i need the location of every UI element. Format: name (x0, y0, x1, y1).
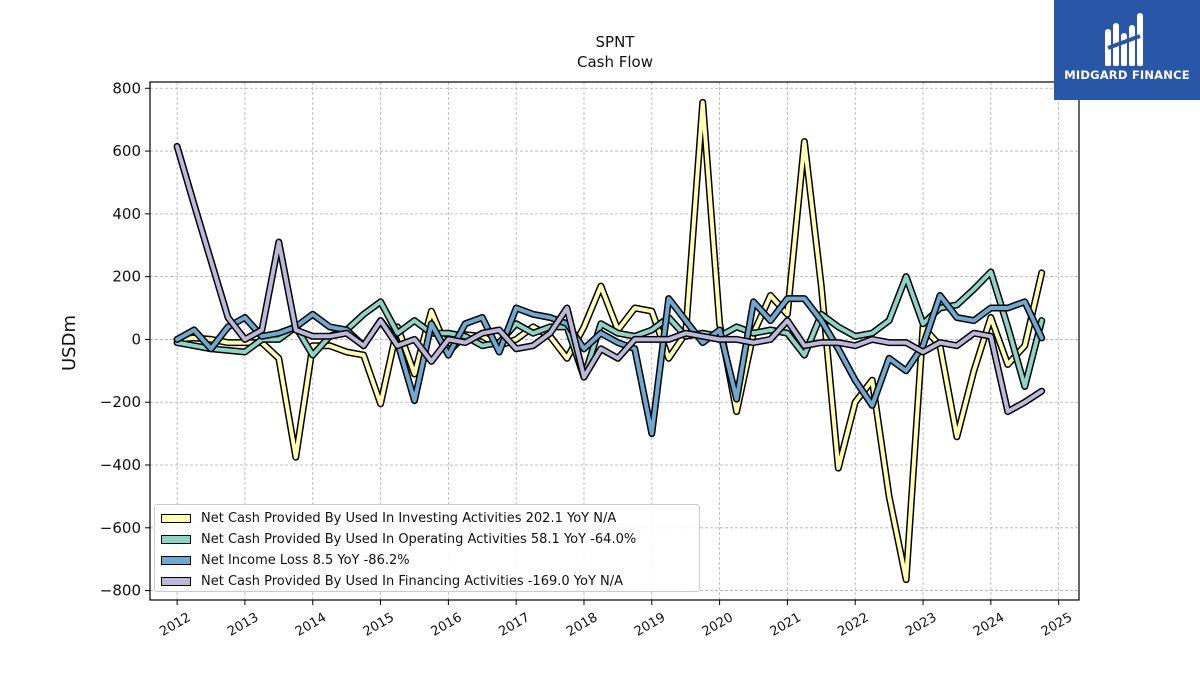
y-tick-label: 0 (131, 330, 141, 348)
legend-item-financing: Net Cash Provided By Used In Financing A… (161, 571, 699, 592)
x-tick-label: 2022 (835, 610, 871, 640)
legend-label-investing: Net Cash Provided By Used In Investing A… (201, 511, 617, 526)
x-tick-label: 2013 (225, 610, 261, 640)
x-tick-label: 2021 (768, 610, 804, 640)
x-tick-label: 2016 (429, 610, 465, 640)
x-tick-label: 2014 (293, 610, 329, 640)
chart-subtitle: Cash Flow (577, 53, 653, 71)
legend-swatch-net-income (161, 556, 191, 565)
series-layer (173, 98, 1046, 584)
x-tick-label: 2019 (632, 610, 668, 640)
midgard-logo-icon (1105, 13, 1143, 66)
plot-frame (149, 81, 1080, 601)
series-1-line (175, 269, 1044, 389)
series-2-line (175, 293, 1044, 436)
legend-swatch-investing (161, 514, 191, 523)
series-3-line (175, 144, 1044, 414)
chart-title: SPNT (596, 33, 636, 51)
y-tick-label: 600 (112, 142, 141, 160)
legend-item-operating: Net Cash Provided By Used In Operating A… (161, 529, 699, 550)
y-tick-label: 400 (112, 205, 141, 223)
legend-label-operating: Net Cash Provided By Used In Operating A… (201, 532, 637, 547)
legend-swatch-operating (161, 535, 191, 544)
x-tick-label: 2017 (496, 610, 532, 640)
y-axis-label: USDm (59, 315, 80, 371)
x-tick-label: 2024 (971, 610, 1007, 640)
legend-swatch-financing (161, 577, 191, 586)
x-tick-label: 2018 (564, 610, 600, 640)
x-tick-label: 2020 (700, 610, 736, 640)
brand-name: MIDGARD FINANCE (1064, 68, 1190, 82)
y-tick-label: −200 (100, 393, 141, 411)
legend-label-financing: Net Cash Provided By Used In Financing A… (201, 574, 624, 589)
y-tick-label: −800 (100, 582, 141, 600)
x-tick-label: 2012 (157, 610, 193, 640)
y-tick-label: 200 (112, 268, 141, 286)
x-tick-label: 2023 (903, 610, 939, 640)
legend-label-net-income: Net Income Loss 8.5 YoY -86.2% (201, 553, 410, 568)
legend-item-investing: Net Cash Provided By Used In Investing A… (161, 508, 699, 529)
legend-item-net-income: Net Income Loss 8.5 YoY -86.2% (161, 550, 699, 571)
y-tick-label: 800 (112, 79, 141, 97)
x-tick-label: 2025 (1039, 610, 1075, 640)
brand-logo: MIDGARD FINANCE (1054, 0, 1200, 100)
y-tick-label: −400 (100, 456, 141, 474)
y-tick-label: −600 (100, 519, 141, 537)
legend: Net Cash Provided By Used In Investing A… (154, 504, 700, 592)
x-tick-label: 2015 (361, 610, 397, 640)
